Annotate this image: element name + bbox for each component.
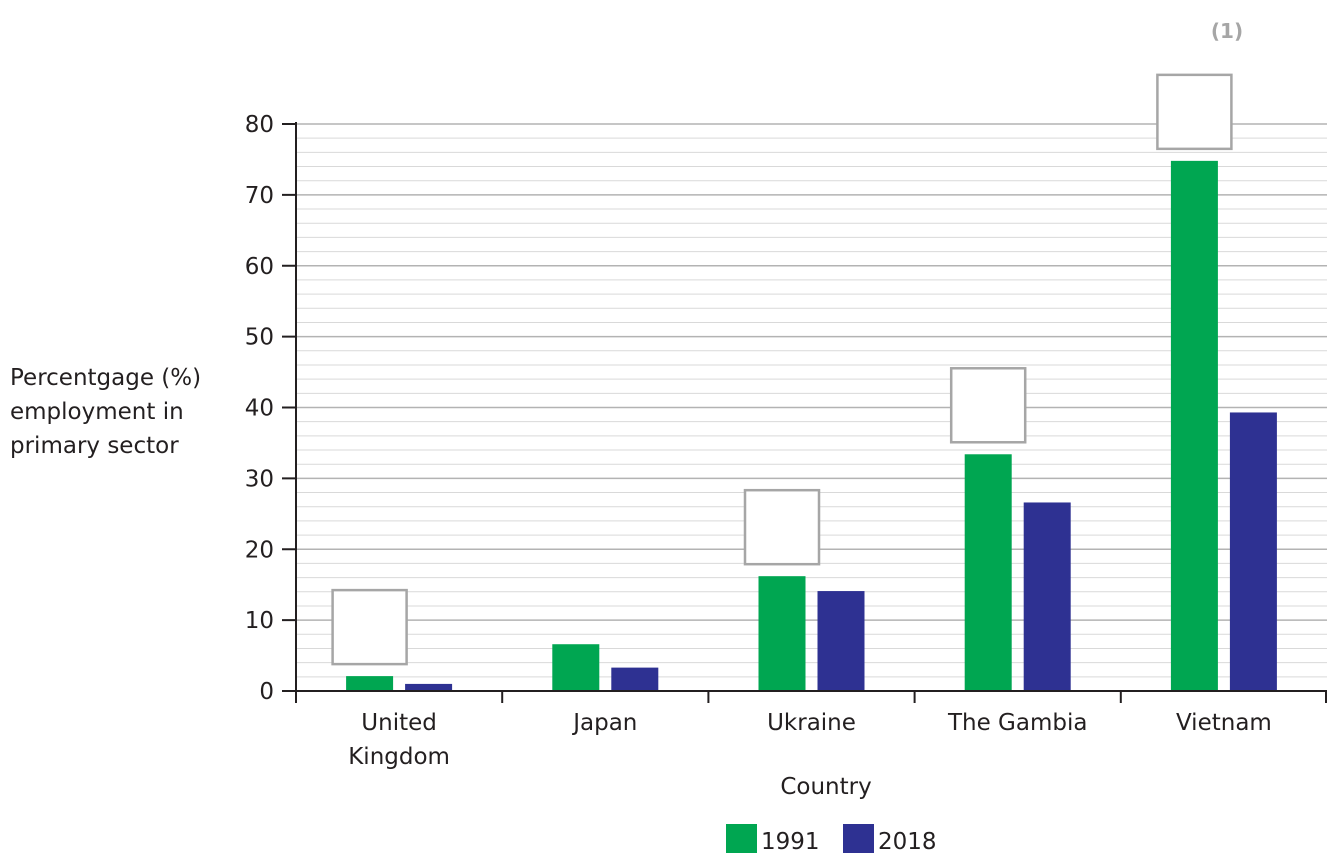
bar-2018-ukraine [817,591,865,691]
y-tick-label: 70 [245,183,274,209]
y-tick-label: 40 [245,396,274,422]
legend: 1991 2018 [726,824,937,853]
y-tick-label: 30 [245,466,274,492]
y-tick-label: 10 [245,608,274,634]
bar-1991-the-gambia [964,454,1012,691]
x-tick-label: Japan [571,710,637,736]
y-tick-label: 20 [245,537,274,563]
y-axis-label-line: Percentgage (%) [10,365,201,391]
x-axis-label: Country [780,774,871,800]
y-tick-label: 80 [245,112,274,138]
legend-swatch-2018 [843,824,874,853]
marks-label: (1) [1211,19,1243,43]
bar-1991-vietnam [1170,160,1218,692]
bar-1991-ukraine [758,576,806,691]
answer-box[interactable] [1156,73,1233,151]
bar-1991-united-kingdom [346,676,394,691]
y-axis-label-line: employment in [10,399,184,425]
axes [282,122,1327,703]
bar-2018-japan [611,667,659,691]
bars [346,160,1277,692]
y-axis-label-line: primary sector [10,433,179,459]
y-tick-labels: 0 10 20 30 40 50 60 70 80 [245,112,274,705]
answer-box[interactable] [949,367,1027,444]
answer-boxes [331,73,1233,666]
bar-1991-japan [552,644,600,691]
x-tick-label: Ukraine [767,710,856,736]
y-tick-label: 60 [245,254,274,280]
y-tick-label: 0 [259,679,274,705]
bar-2018-the-gambia [1023,502,1071,691]
bar-2018-vietnam [1229,412,1277,691]
x-tick-label: The Gambia [947,710,1088,736]
legend-label-2018: 2018 [878,829,937,853]
answer-box[interactable] [331,588,408,666]
answer-box[interactable] [743,488,821,566]
x-tick-labels: United Kingdom Japan Ukraine The Gambia Vietn… [348,710,1272,770]
x-tick-label: United Kingdom [348,710,450,770]
x-tick-label: Vietnam [1176,710,1272,736]
legend-swatch-1991 [726,824,757,853]
y-axis-label: Percentgage (%) employment in primary sect… [10,365,201,459]
y-tick-label: 50 [245,325,274,351]
legend-label-1991: 1991 [761,829,820,853]
bar-2018-united-kingdom [405,683,453,691]
